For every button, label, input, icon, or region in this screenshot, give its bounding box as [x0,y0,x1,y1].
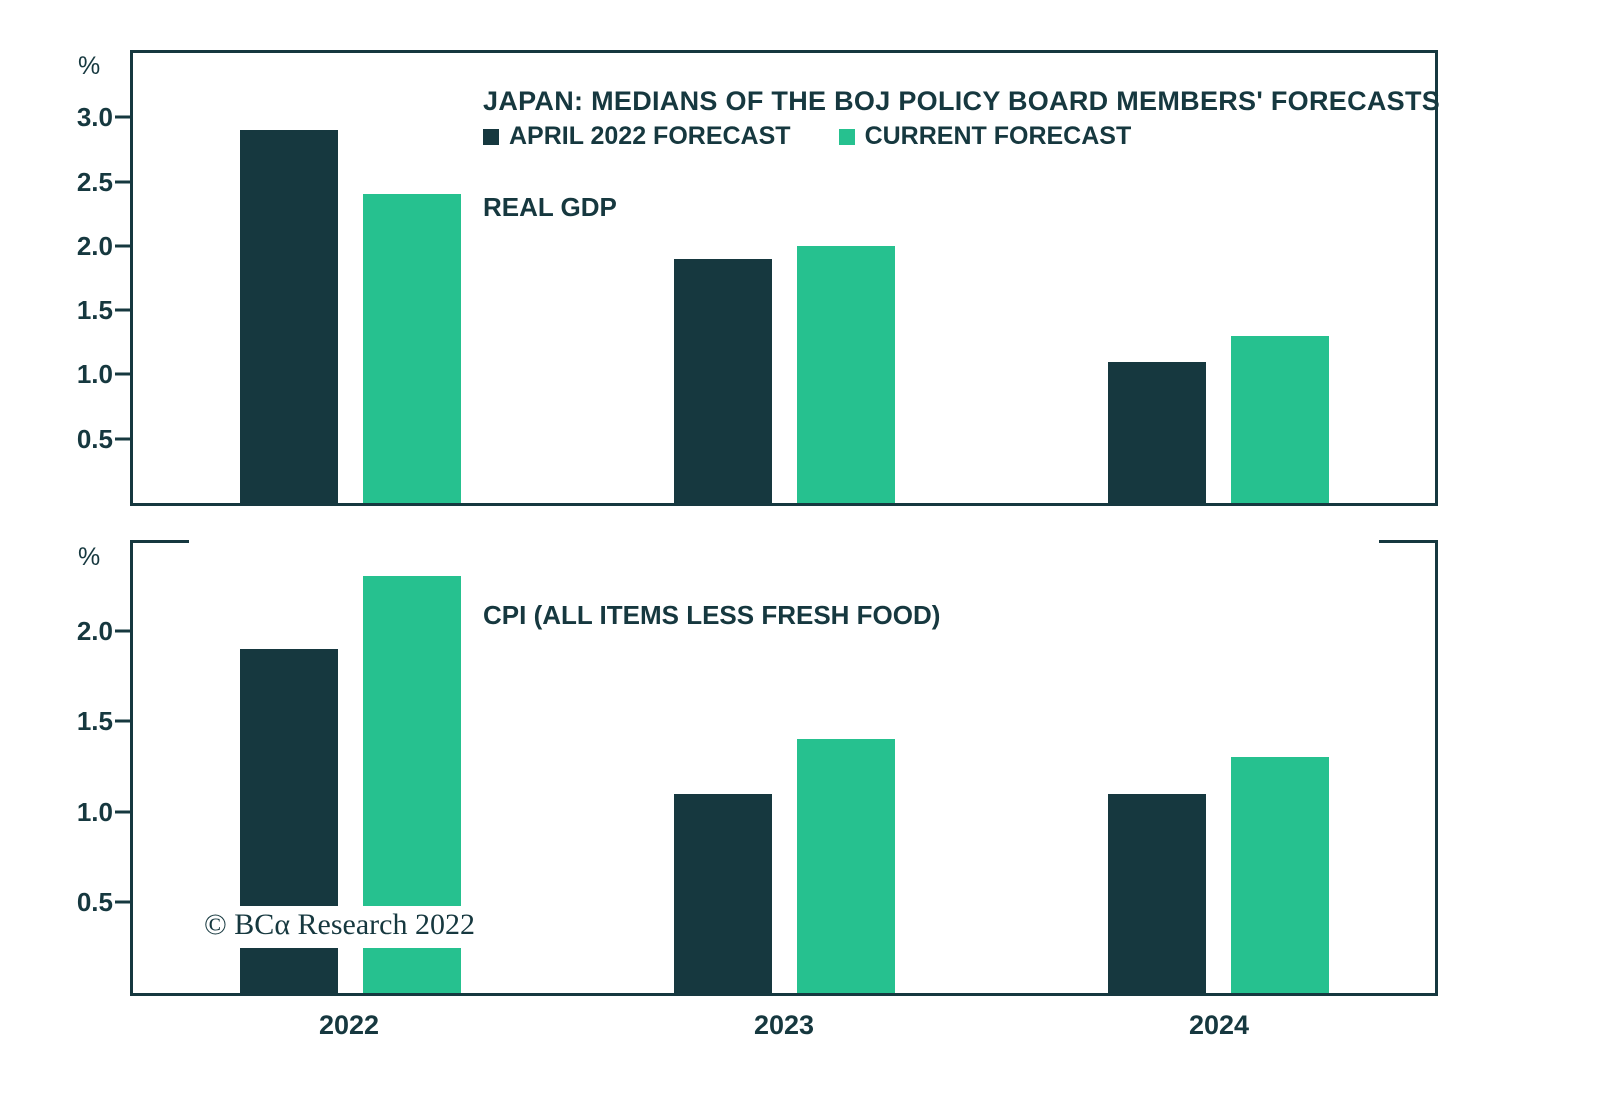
y-tick-mark [115,810,130,814]
legend: APRIL 2022 FORECAST CURRENT FORECAST [483,122,1131,151]
bar-2024-april-2022-forecast [1107,361,1206,503]
y-tick-label: 3.0 [76,102,113,133]
y-tick-mark [115,900,130,904]
bar-2024-current-forecast [1230,757,1329,993]
y-tick-mark [115,244,130,248]
bar-2022-current-forecast [362,194,461,503]
bar-2022-april-2022-forecast [239,130,338,503]
legend-swatch-current [838,128,855,145]
y-tick-mark [115,308,130,312]
y-tick-label: 2.0 [76,230,113,261]
bar-2023-april-2022-forecast [673,793,772,993]
bar-2023-current-forecast [796,245,895,503]
legend-label-current: CURRENT FORECAST [864,122,1132,150]
frame-corner-left [133,540,189,543]
y-tick-mark [115,719,130,723]
plot-area-real-gdp: 0.5 1.0 1.5 2.0 2.5 3.0 [77,53,1435,503]
y-tick-label: 0.5 [76,887,113,918]
x-axis-label-2023: 2023 [753,1010,815,1040]
cpi-panel: 0.5 1.0 1.5 2.0 [77,540,1438,996]
plot-area-cpi: 0.5 1.0 1.5 2.0 [77,540,1435,993]
x-axis-label-2022: 2022 [318,1010,380,1040]
frame-corner-right [1379,540,1435,543]
legend-swatch-april [483,128,499,145]
y-tick-mark [115,372,130,376]
chart-title: JAPAN: MEDIANS OF THE BOJ POLICY BOARD M… [483,86,1441,116]
x-axis-label-2024: 2024 [1188,1010,1250,1040]
legend-label-april: APRIL 2022 FORECAST [509,122,791,150]
y-tick-mark [115,180,130,184]
y-tick-label: 2.0 [76,615,113,646]
bar-2024-current-forecast [1230,335,1329,503]
copyright-text: © BCα Research 2022 [200,906,487,948]
panel-title-real-gdp: REAL GDP [483,192,617,222]
legend-item-april: APRIL 2022 FORECAST [483,122,791,151]
y-tick-label: 0.5 [76,423,113,454]
bar-2023-april-2022-forecast [673,258,772,503]
bar-2024-april-2022-forecast [1107,793,1206,993]
y-tick-mark [115,115,130,119]
bar-2023-current-forecast [796,739,895,993]
y-axis-unit-top: % [78,52,101,80]
y-tick-mark [115,437,130,441]
y-tick-label: 1.5 [76,295,113,326]
panel-title-cpi: CPI (ALL ITEMS LESS FRESH FOOD) [483,600,941,630]
real-gdp-panel: 0.5 1.0 1.5 2.0 2.5 3.0 [77,50,1438,506]
y-tick-label: 1.0 [76,359,113,390]
y-tick-label: 1.5 [76,706,113,737]
y-tick-label: 1.0 [76,796,113,827]
y-axis-unit-bottom: % [78,543,101,571]
legend-item-current: CURRENT FORECAST [838,122,1132,151]
y-tick-label: 2.5 [76,166,113,197]
y-tick-mark [115,629,130,633]
